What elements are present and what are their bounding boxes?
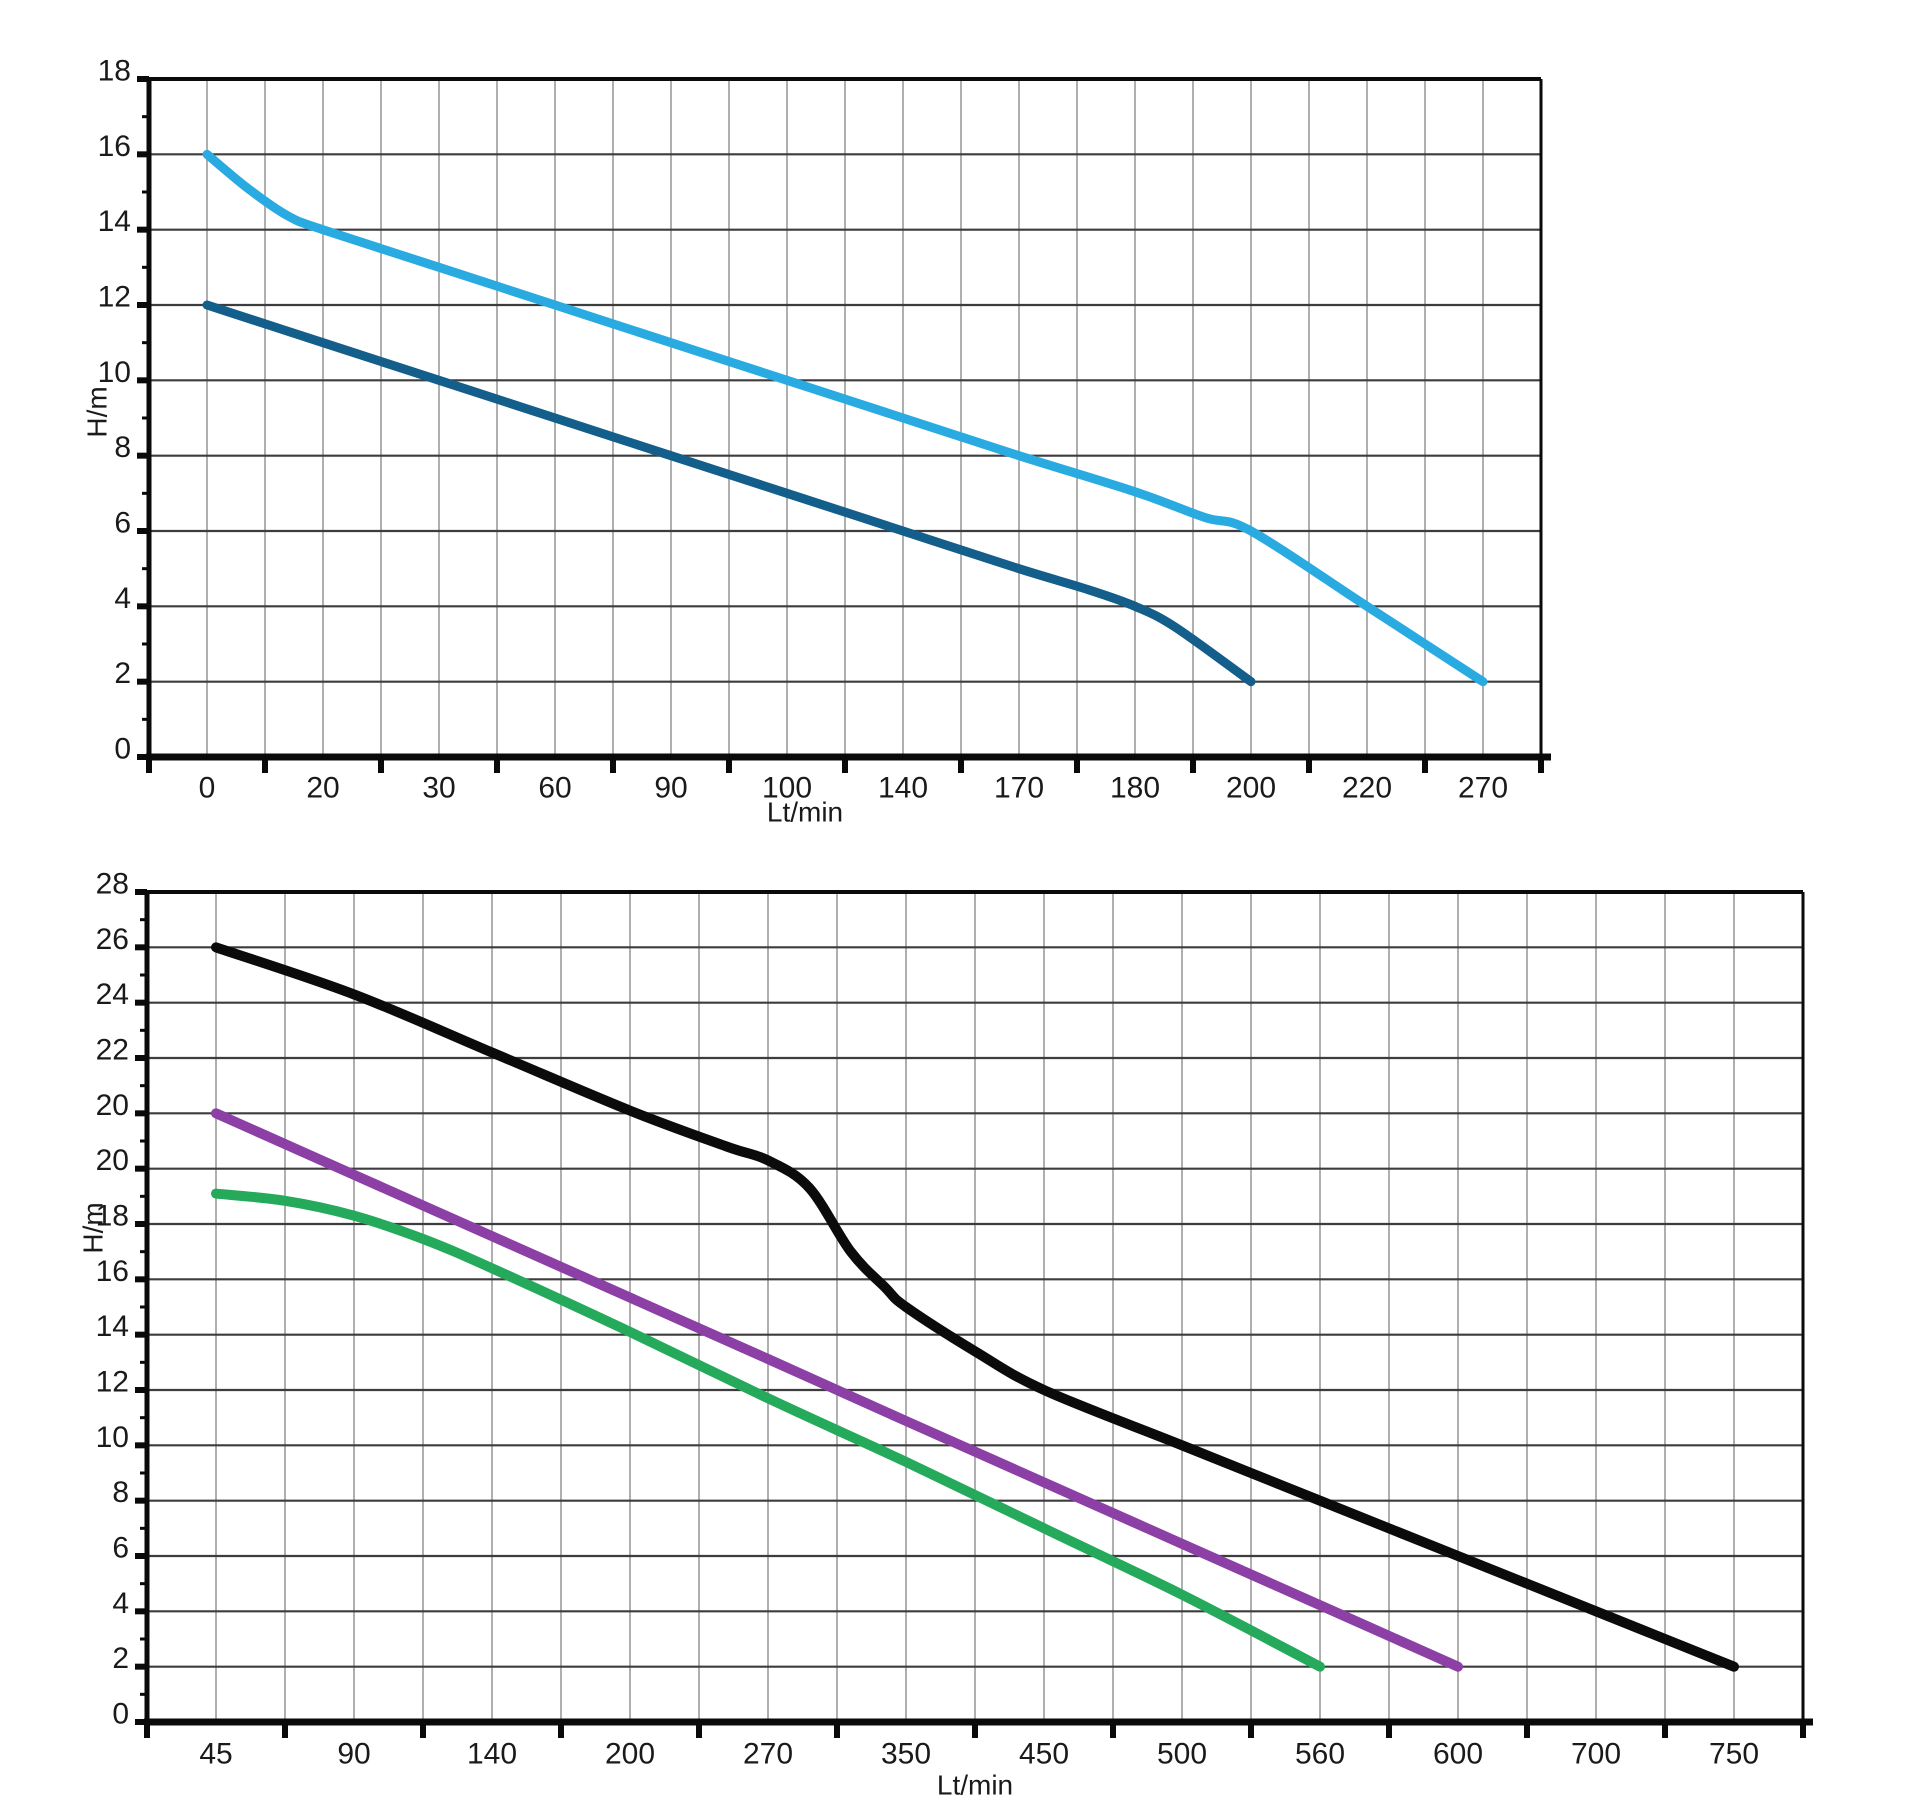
x-tick-label: 90 bbox=[654, 772, 687, 805]
y-tick-label: 18 bbox=[96, 1200, 129, 1233]
x-tick-label: 270 bbox=[743, 1738, 793, 1771]
y-tick-label: 20 bbox=[96, 1144, 129, 1177]
x-tick-label: 0 bbox=[199, 772, 216, 805]
y-tick-label: 8 bbox=[114, 431, 131, 464]
curve-green bbox=[211, 1188, 1325, 1672]
curve-purple bbox=[211, 1108, 1463, 1672]
x-tick-label: 140 bbox=[467, 1738, 517, 1771]
x-tick-label: 220 bbox=[1342, 772, 1392, 805]
y-tick-label: 24 bbox=[96, 978, 129, 1011]
y-tick-label: 8 bbox=[112, 1476, 129, 1509]
curve-black bbox=[211, 942, 1739, 1672]
x-tick-label: 700 bbox=[1571, 1738, 1621, 1771]
y-tick-label: 26 bbox=[96, 923, 129, 956]
y-tick-label: 10 bbox=[96, 1421, 129, 1454]
x-tick-label: 750 bbox=[1709, 1738, 1759, 1771]
x-tick-label: 20 bbox=[306, 772, 339, 805]
y-tick-label: 0 bbox=[112, 1698, 129, 1731]
x-tick-label: 270 bbox=[1458, 772, 1508, 805]
curve-light-blue bbox=[202, 149, 1488, 687]
x-tick-label: 450 bbox=[1019, 1738, 1069, 1771]
x-tick-label: 600 bbox=[1433, 1738, 1483, 1771]
y-tick-label: 18 bbox=[98, 55, 131, 88]
y-tick-label: 14 bbox=[98, 205, 131, 238]
x-tick-label: 45 bbox=[199, 1738, 232, 1771]
y-tick-label: 12 bbox=[98, 281, 131, 314]
x-tick-label: 200 bbox=[1226, 772, 1276, 805]
y-tick-label: 14 bbox=[96, 1310, 129, 1343]
y-tick-label: 6 bbox=[112, 1532, 129, 1565]
x-tick-label: 90 bbox=[337, 1738, 370, 1771]
x-axis-title: Lt/min bbox=[937, 1770, 1013, 1801]
y-tick-label: 16 bbox=[98, 130, 131, 163]
y-tick-label: 10 bbox=[98, 356, 131, 389]
y-tick-label: 28 bbox=[96, 868, 129, 901]
y-axis-title: H/m bbox=[78, 1202, 109, 1253]
x-tick-label: 60 bbox=[538, 772, 571, 805]
y-tick-label: 6 bbox=[114, 507, 131, 540]
x-tick-label: 30 bbox=[422, 772, 455, 805]
x-tick-label: 500 bbox=[1157, 1738, 1207, 1771]
x-tick-label: 180 bbox=[1110, 772, 1160, 805]
y-tick-label: 22 bbox=[96, 1034, 129, 1067]
y-tick-label: 2 bbox=[114, 657, 131, 690]
x-axis-title: Lt/min bbox=[767, 797, 843, 828]
x-tick-label: 140 bbox=[878, 772, 928, 805]
curve-dark-blue bbox=[202, 300, 1256, 687]
y-tick-label: 4 bbox=[112, 1587, 129, 1620]
y-tick-label: 2 bbox=[112, 1642, 129, 1675]
x-tick-label: 200 bbox=[605, 1738, 655, 1771]
y-tick-label: 20 bbox=[96, 1089, 129, 1122]
y-tick-label: 0 bbox=[114, 733, 131, 766]
x-tick-label: 170 bbox=[994, 772, 1044, 805]
y-axis-title: H/m bbox=[82, 386, 113, 437]
y-tick-label: 12 bbox=[96, 1366, 129, 1399]
x-tick-label: 560 bbox=[1295, 1738, 1345, 1771]
x-tick-label: 100 bbox=[762, 772, 812, 805]
x-tick-label: 350 bbox=[881, 1738, 931, 1771]
y-tick-label: 4 bbox=[114, 582, 131, 615]
y-tick-label: 16 bbox=[96, 1255, 129, 1288]
